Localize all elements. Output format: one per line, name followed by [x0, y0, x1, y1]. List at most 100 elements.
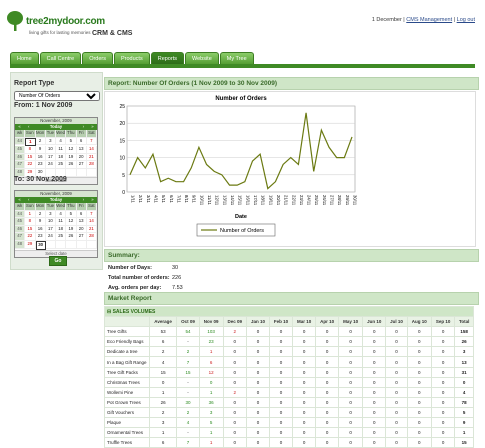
prev-year-button[interactable]: «	[18, 124, 21, 129]
calendar-day[interactable]: 26	[66, 161, 77, 169]
calendar-day[interactable]: 30	[35, 240, 46, 250]
orders-line-chart: Number of Orders 0 5 10 15 20 25 1/11 2/11 3/11 4/…	[119, 96, 358, 237]
next-year-button[interactable]: »	[91, 197, 94, 202]
calendar-day[interactable]: 8	[25, 146, 36, 154]
calendar-day[interactable]: 2	[35, 137, 46, 146]
prev-year-button[interactable]: «	[18, 197, 21, 202]
calendar-day[interactable]: 22	[25, 233, 36, 241]
nav-tab-orders[interactable]: Orders	[82, 52, 113, 65]
calendar-day[interactable]: 19	[66, 153, 77, 162]
prev-month-button[interactable]: ‹	[27, 197, 30, 202]
today-button[interactable]: Today	[49, 124, 63, 129]
nav-tab-products[interactable]: Products	[114, 52, 150, 65]
today-button[interactable]: Today	[49, 197, 63, 202]
calendar-day[interactable]: 18	[56, 153, 67, 162]
calendar-day[interactable]: 10	[45, 146, 56, 154]
table-cell: 12	[198, 366, 224, 378]
calendar-day[interactable]: 7	[86, 137, 97, 146]
calendar-day[interactable]: 21	[86, 153, 97, 162]
table-cell: 0	[246, 326, 270, 338]
table-cell: 0	[362, 406, 387, 419]
calendar-day[interactable]: 16	[35, 225, 46, 234]
calendar-day[interactable]: 20	[76, 225, 87, 234]
nav-tab-website[interactable]: Website	[184, 52, 219, 65]
calendar-day[interactable]: 17	[45, 225, 56, 234]
calendar-day[interactable]: 14	[86, 146, 97, 154]
calendar-day[interactable]: 24	[45, 233, 56, 241]
calendar-day[interactable]: 5	[66, 137, 77, 146]
calendar-empty-cell	[56, 240, 67, 249]
calendar-day[interactable]: 6	[76, 210, 87, 219]
table-cell: 0	[430, 356, 456, 368]
calendar-day[interactable]: 29	[25, 168, 36, 177]
calendar-day[interactable]: 19	[66, 225, 77, 234]
next-month-button[interactable]: ›	[82, 197, 85, 202]
calendar-day[interactable]: 1	[25, 137, 36, 147]
calendar-day[interactable]: 8	[25, 218, 36, 226]
table-cell: 0	[362, 386, 387, 398]
table-cell: 0	[406, 396, 432, 408]
calendar-day[interactable]: 12	[66, 146, 77, 154]
calendar-day[interactable]: 5	[66, 210, 77, 219]
calendar-day[interactable]: 26	[66, 233, 77, 241]
calendar-day[interactable]: 27	[76, 161, 87, 169]
calendar-day[interactable]: 18	[56, 225, 67, 234]
report-type-select[interactable]: Number Of Orders	[14, 91, 100, 101]
calendar-day[interactable]: 9	[35, 218, 46, 226]
next-month-button[interactable]: ›	[82, 124, 85, 129]
calendar-day[interactable]: 14	[86, 218, 97, 226]
nav-tab-home[interactable]: Home	[10, 52, 39, 65]
calendar-day[interactable]: 4	[56, 210, 67, 219]
calendar-day[interactable]: 17	[45, 153, 56, 162]
calendar-day[interactable]: 10	[45, 218, 56, 226]
calendar-day[interactable]: 13	[76, 218, 87, 226]
next-year-button[interactable]: »	[91, 124, 94, 129]
table-cell: 0	[268, 376, 294, 388]
calendar-day[interactable]: 24	[45, 161, 56, 169]
calendar-day[interactable]: 22	[25, 161, 36, 169]
site-logo[interactable]: tree2mydoor.com living gifts for lasting…	[4, 8, 119, 42]
calendar-day[interactable]: 11	[56, 218, 67, 226]
table-cell: 0	[338, 417, 364, 429]
prev-month-button[interactable]: ‹	[27, 124, 30, 129]
calendar-day[interactable]: 30	[35, 168, 46, 177]
calendar-day[interactable]: 3	[45, 137, 56, 146]
calendar-day[interactable]: 13	[76, 146, 87, 154]
calendar-day[interactable]: 15	[25, 225, 36, 234]
nav-tab-reports[interactable]: Reports	[150, 52, 184, 65]
calendar-day[interactable]: 9	[35, 146, 46, 154]
calendar-day[interactable]: 7	[86, 210, 97, 219]
calendar-day[interactable]: 15	[25, 153, 36, 162]
x-tick-label: 18/11	[261, 195, 266, 206]
calendar-day[interactable]: 21	[86, 225, 97, 234]
table-cell: 31	[454, 366, 474, 378]
calendar-day[interactable]: 28	[86, 161, 97, 169]
calendar-day[interactable]: 25	[56, 233, 67, 241]
calendar-day[interactable]: 20	[76, 153, 87, 162]
x-tick-label: 5/11	[161, 195, 166, 204]
go-button[interactable]: Go	[49, 256, 67, 266]
logout-link[interactable]: Log out	[456, 17, 475, 23]
table-cell: 0	[362, 356, 387, 368]
calendar-day[interactable]: 25	[56, 161, 67, 169]
nav-tab-my-tree[interactable]: My Tree	[219, 52, 254, 65]
calendar-day[interactable]: 2	[35, 210, 46, 219]
calendar-day[interactable]: 4	[56, 137, 67, 146]
calendar-day[interactable]: 11	[56, 146, 67, 154]
calendar-day[interactable]: 16	[35, 153, 46, 162]
calendar-day[interactable]: 6	[76, 137, 87, 146]
table-cell: 0	[315, 417, 340, 429]
table-cell: 0	[430, 366, 456, 378]
nav-tab-call-centre[interactable]: Call Centre	[39, 52, 82, 65]
calendar-day[interactable]: 28	[86, 233, 97, 241]
calendar-day[interactable]: 23	[35, 233, 46, 241]
calendar-day[interactable]: 23	[35, 161, 46, 169]
calendar-day[interactable]: 3	[45, 210, 56, 219]
cms-management-link[interactable]: CMS Management	[406, 17, 453, 23]
calendar-day[interactable]: 27	[76, 233, 87, 241]
calendar-day[interactable]: 12	[66, 218, 77, 226]
table-cell: 0	[338, 396, 364, 408]
table-cell: 0	[246, 356, 270, 368]
calendar-day[interactable]: 29	[25, 240, 36, 249]
calendar-day[interactable]: 1	[25, 210, 36, 219]
